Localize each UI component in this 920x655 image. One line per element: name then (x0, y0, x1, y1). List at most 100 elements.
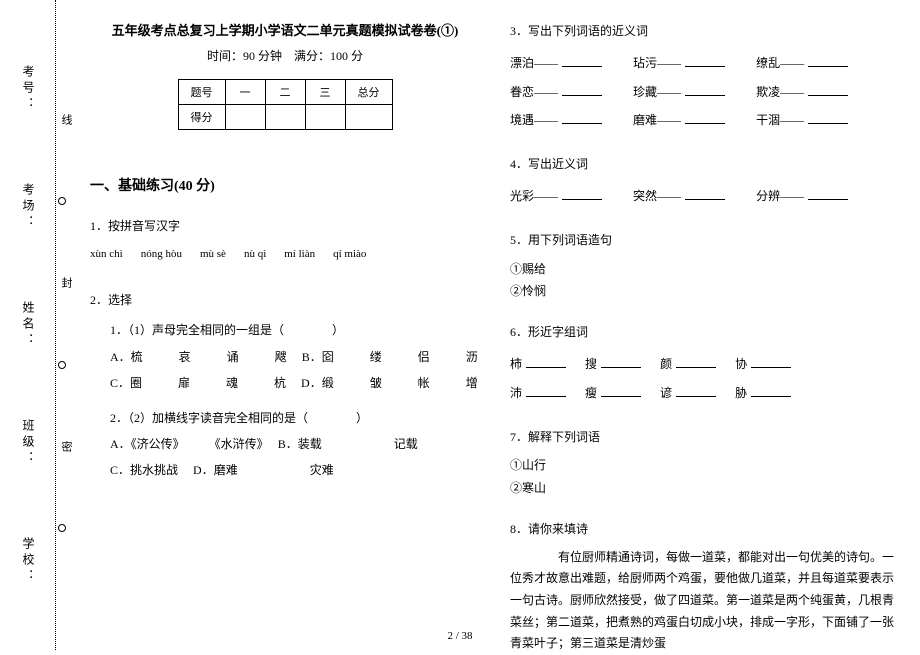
question-6: 6．形近字组词 柿 搜 颜 协 沛 瘦 谚 胁 (510, 321, 900, 407)
pinyin-item: xùn chì (90, 244, 123, 265)
th-1: 一 (225, 80, 265, 105)
binding-labels: 考号： 考场： 姓名： 班级： 学校： (20, 0, 37, 650)
q5-label: 5．用下列词语造句 (510, 229, 900, 252)
choice-d: D．缎 皱 帐 增 (301, 376, 478, 390)
fold-markers: 线 封 密 (58, 0, 74, 650)
circle-marker (58, 524, 66, 532)
choice-c2: C．挑水挑战 (110, 463, 178, 477)
word: 突然—— (633, 189, 681, 203)
label-room: 考场： (20, 183, 37, 231)
blank (808, 110, 848, 124)
char: 颜 (660, 357, 672, 371)
word-row: 沛 瘦 谚 胁 (510, 379, 900, 408)
pinyin-item: qí miào (333, 244, 366, 265)
binding-edge: 考号： 考场： 姓名： 班级： 学校： 线 封 密 (0, 0, 80, 650)
blank (562, 82, 602, 96)
pinyin-row: xùn chì nóng hòu mù sè nù qì mí liàn qí … (90, 244, 480, 265)
pinyin-item: nù qì (244, 244, 266, 265)
exam-title: 五年级考点总复习上学期小学语文二单元真题模拟试卷卷(①) (90, 20, 480, 39)
marker-feng: 封 (58, 277, 74, 288)
label-name: 姓名： (20, 301, 37, 349)
td-score-label: 得分 (178, 105, 225, 130)
word: 眷恋—— (510, 85, 558, 99)
blank (808, 53, 848, 67)
blank (526, 383, 566, 397)
blank (526, 354, 566, 368)
choice-line: C．圈 扉 魂 杭 D．缎 皱 帐 增 (110, 370, 480, 396)
th-3: 三 (305, 80, 345, 105)
char: 谚 (660, 386, 672, 400)
question-8: 8．请你来填诗 有位厨师精通诗词，每做一道菜，都能对出一句优美的诗句。一位秀才故… (510, 518, 900, 655)
blank (685, 82, 725, 96)
q8-paragraph: 有位厨师精通诗词，每做一道菜，都能对出一句优美的诗句。一位秀才故意出难题，给厨师… (510, 547, 900, 655)
fold-line (55, 0, 56, 650)
char: 协 (735, 357, 747, 371)
q5-item2: ②怜悯 (510, 280, 900, 303)
choice-b2: B．装载 记载 (278, 437, 418, 451)
blank (751, 383, 791, 397)
table-row: 得分 (178, 105, 392, 130)
q2-sub2: 2．（2）加横线字读音完全相同的是（ ） A．《济公传》 《水浒传》 B．装载 … (90, 405, 480, 484)
exam-subtitle: 时间：90 分钟 满分：100 分 (90, 47, 480, 64)
choice-c: C．圈 扉 魂 杭 (110, 376, 286, 390)
blank (808, 186, 848, 200)
th-total: 总分 (345, 80, 392, 105)
pinyin-item: mí liàn (284, 244, 315, 265)
th-label: 题号 (178, 80, 225, 105)
q7-item1: ①山行 (510, 454, 900, 477)
word-row: 眷恋—— 珍藏—— 欺凌—— (510, 78, 900, 107)
question-3: 3．写出下列词语的近义词 漂泊—— 玷污—— 缭乱—— 眷恋—— 珍藏—— 欺凌… (510, 20, 900, 135)
score-table: 题号 一 二 三 总分 得分 (178, 79, 393, 130)
word: 分辨—— (756, 189, 804, 203)
word: 玷污—— (633, 56, 681, 70)
word: 境遇—— (510, 113, 558, 127)
blank (676, 383, 716, 397)
word-row: 柿 搜 颜 协 (510, 350, 900, 379)
char: 瘦 (585, 386, 597, 400)
choice-b: B．囵 缕 侣 沥 (302, 350, 478, 364)
word: 磨难—— (633, 113, 681, 127)
blank (685, 110, 725, 124)
blank (562, 110, 602, 124)
blank (601, 383, 641, 397)
pinyin-item: nóng hòu (141, 244, 182, 265)
label-examno: 考号： (20, 65, 37, 113)
q3-label: 3．写出下列词语的近义词 (510, 20, 900, 43)
td-blank (225, 105, 265, 130)
choice-d2: D．磨难 灾难 (193, 463, 334, 477)
char: 搜 (585, 357, 597, 371)
word: 光彩—— (510, 189, 558, 203)
section-1-heading: 一、基础练习(40 分) (90, 175, 480, 195)
word-row: 漂泊—— 玷污—— 缭乱—— (510, 49, 900, 78)
th-2: 二 (265, 80, 305, 105)
page-number: 2 / 38 (447, 630, 472, 642)
pinyin-item: mù sè (200, 244, 226, 265)
q1-label: 1．按拼音写汉字 (90, 215, 480, 238)
word: 缭乱—— (756, 56, 804, 70)
right-column: 3．写出下列词语的近义词 漂泊—— 玷污—— 缭乱—— 眷恋—— 珍藏—— 欺凌… (510, 20, 900, 630)
q2-sub2-stem: 2．（2）加横线字读音完全相同的是（ ） (110, 405, 480, 431)
q7-item2: ②寒山 (510, 477, 900, 500)
blank (808, 82, 848, 96)
left-column: 五年级考点总复习上学期小学语文二单元真题模拟试卷卷(①) 时间：90 分钟 满分… (90, 20, 480, 630)
label-class: 班级： (20, 419, 37, 467)
question-1: 1．按拼音写汉字 xùn chì nóng hòu mù sè nù qì mí… (90, 215, 480, 271)
blank (685, 53, 725, 67)
char: 柿 (510, 357, 522, 371)
word: 欺凌—— (756, 85, 804, 99)
question-7: 7．解释下列词语 ①山行 ②寒山 (510, 426, 900, 500)
word: 干涸—— (756, 113, 804, 127)
content-area: 五年级考点总复习上学期小学语文二单元真题模拟试卷卷(①) 时间：90 分钟 满分… (90, 20, 900, 630)
q6-label: 6．形近字组词 (510, 321, 900, 344)
blank (562, 53, 602, 67)
word-row: 境遇—— 磨难—— 干涸—— (510, 106, 900, 135)
question-5: 5．用下列词语造句 ①赐给 ②怜悯 (510, 229, 900, 303)
td-blank (345, 105, 392, 130)
td-blank (265, 105, 305, 130)
word: 漂泊—— (510, 56, 558, 70)
circle-marker (58, 197, 66, 205)
blank (562, 186, 602, 200)
q8-label: 8．请你来填诗 (510, 518, 900, 541)
blank (685, 186, 725, 200)
choice-a: A．梳 哀 诵 飕 (110, 350, 287, 364)
